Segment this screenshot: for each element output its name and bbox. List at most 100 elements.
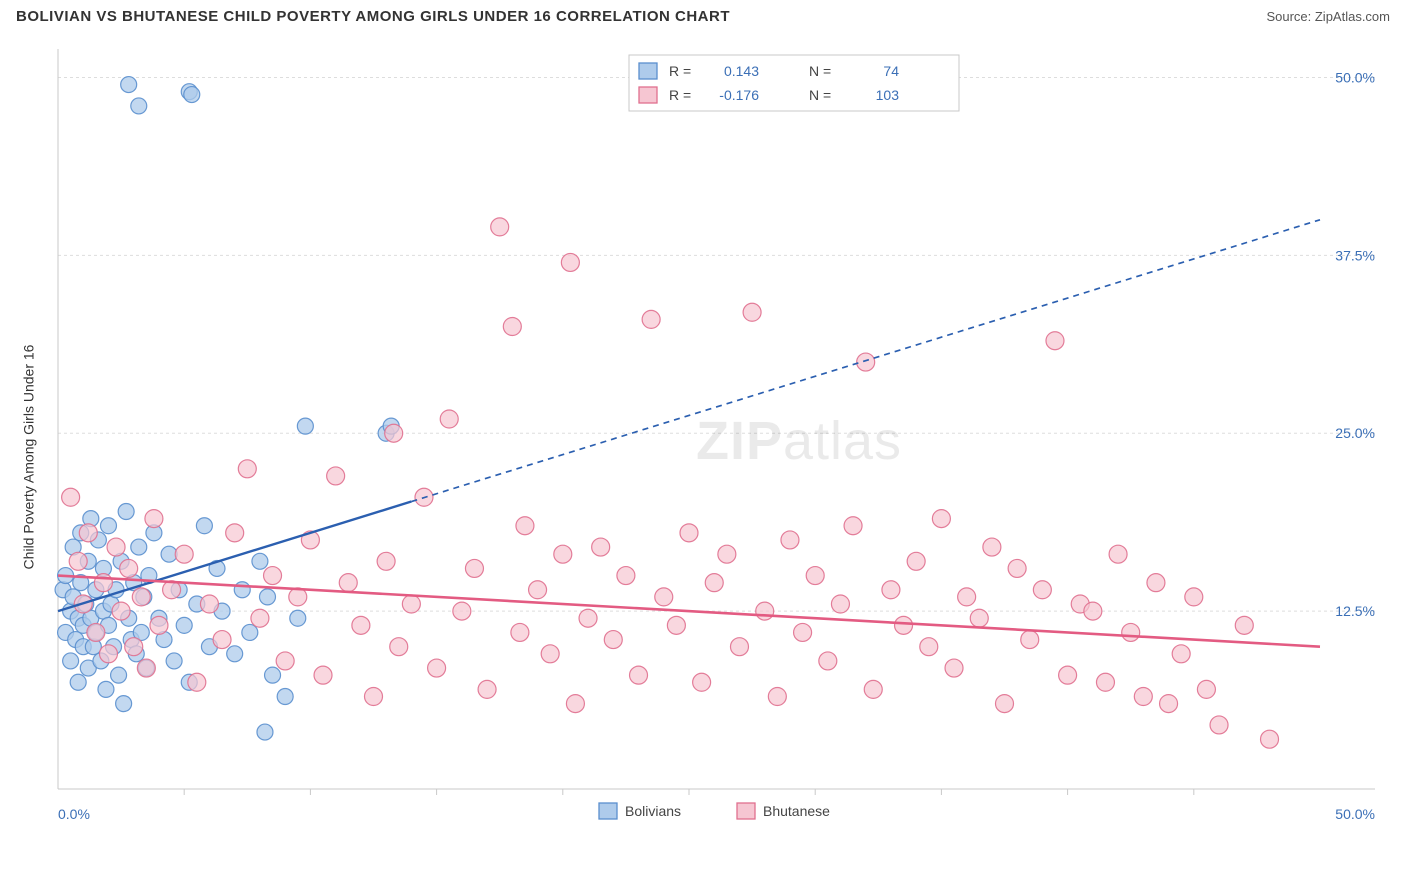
data-point bbox=[617, 567, 635, 585]
data-point bbox=[831, 595, 849, 613]
data-point bbox=[1261, 730, 1279, 748]
data-point bbox=[297, 418, 313, 434]
data-point bbox=[655, 588, 673, 606]
data-point bbox=[730, 638, 748, 656]
data-point bbox=[579, 609, 597, 627]
data-point bbox=[213, 631, 231, 649]
data-point bbox=[257, 724, 273, 740]
source-prefix: Source: bbox=[1266, 9, 1314, 24]
data-point bbox=[234, 582, 250, 598]
data-point bbox=[1033, 581, 1051, 599]
chart-title: BOLIVIAN VS BHUTANESE CHILD POVERTY AMON… bbox=[16, 8, 730, 25]
legend-swatch bbox=[639, 87, 657, 103]
data-point bbox=[604, 631, 622, 649]
data-point bbox=[781, 531, 799, 549]
data-point bbox=[132, 588, 150, 606]
data-point bbox=[1134, 688, 1152, 706]
data-point bbox=[377, 552, 395, 570]
data-point bbox=[844, 517, 862, 535]
data-point bbox=[251, 609, 269, 627]
legend-label: Bolivians bbox=[625, 803, 681, 819]
data-point bbox=[79, 524, 97, 542]
data-point bbox=[592, 538, 610, 556]
data-point bbox=[465, 559, 483, 577]
data-point bbox=[277, 689, 293, 705]
chart-header: BOLIVIAN VS BHUTANESE CHILD POVERTY AMON… bbox=[0, 0, 1406, 29]
data-point bbox=[63, 653, 79, 669]
data-point bbox=[428, 659, 446, 677]
data-point bbox=[756, 602, 774, 620]
legend-swatch bbox=[599, 803, 617, 819]
data-point bbox=[895, 616, 913, 634]
data-point bbox=[529, 581, 547, 599]
data-point bbox=[503, 318, 521, 336]
data-point bbox=[69, 552, 87, 570]
y-tick-label: 37.5% bbox=[1335, 247, 1375, 263]
data-point bbox=[265, 667, 281, 683]
data-point bbox=[996, 695, 1014, 713]
data-point bbox=[200, 595, 218, 613]
data-point bbox=[932, 510, 950, 528]
y-tick-label: 25.0% bbox=[1335, 425, 1375, 441]
data-point bbox=[276, 652, 294, 670]
data-point bbox=[945, 659, 963, 677]
data-point bbox=[188, 673, 206, 691]
source-attribution: Source: ZipAtlas.com bbox=[1266, 9, 1390, 24]
data-point bbox=[566, 695, 584, 713]
data-point bbox=[630, 666, 648, 684]
x-origin-label: 0.0% bbox=[58, 806, 90, 822]
data-point bbox=[857, 353, 875, 371]
legend-label: Bhutanese bbox=[763, 803, 830, 819]
data-point bbox=[94, 574, 112, 592]
data-point bbox=[196, 518, 212, 534]
data-point bbox=[680, 524, 698, 542]
data-point bbox=[440, 410, 458, 428]
data-point bbox=[667, 616, 685, 634]
data-point bbox=[907, 552, 925, 570]
data-point bbox=[958, 588, 976, 606]
legend-n-value: 74 bbox=[883, 63, 899, 79]
x-max-label: 50.0% bbox=[1335, 806, 1375, 822]
data-point bbox=[1197, 680, 1215, 698]
data-point bbox=[70, 674, 86, 690]
watermark: ZIPatlas bbox=[696, 411, 902, 471]
data-point bbox=[983, 538, 1001, 556]
data-point bbox=[768, 688, 786, 706]
data-point bbox=[693, 673, 711, 691]
data-point bbox=[99, 645, 117, 663]
data-point bbox=[390, 638, 408, 656]
data-point bbox=[1096, 673, 1114, 691]
legend-n-label: N = bbox=[809, 87, 831, 103]
legend-r-value: -0.176 bbox=[719, 87, 759, 103]
legend-r-label: R = bbox=[669, 87, 691, 103]
chart-container: Child Poverty Among Girls Under 16 12.5%… bbox=[0, 29, 1406, 885]
data-point bbox=[705, 574, 723, 592]
legend-swatch bbox=[639, 63, 657, 79]
data-point bbox=[402, 595, 420, 613]
data-point bbox=[252, 553, 268, 569]
data-point bbox=[806, 567, 824, 585]
data-point bbox=[1122, 623, 1140, 641]
data-point bbox=[920, 638, 938, 656]
data-point bbox=[131, 539, 147, 555]
data-point bbox=[118, 504, 134, 520]
data-point bbox=[561, 253, 579, 271]
series-bhutanese bbox=[62, 218, 1279, 748]
data-point bbox=[107, 538, 125, 556]
data-point bbox=[1084, 602, 1102, 620]
scatter-plot: 12.5% 25.0% 37.5% 50.0% 0.0% 50.0% ZIPatlas R =… bbox=[40, 29, 1390, 849]
data-point bbox=[259, 589, 275, 605]
data-point bbox=[145, 510, 163, 528]
y-tick-label: 50.0% bbox=[1335, 69, 1375, 85]
y-axis-label: Child Poverty Among Girls Under 16 bbox=[20, 345, 36, 570]
data-point bbox=[541, 645, 559, 663]
data-point bbox=[1185, 588, 1203, 606]
y-tick-label: 12.5% bbox=[1335, 603, 1375, 619]
data-point bbox=[242, 624, 258, 640]
data-point bbox=[478, 680, 496, 698]
data-point bbox=[125, 638, 143, 656]
data-point bbox=[365, 688, 383, 706]
data-point bbox=[1147, 574, 1165, 592]
source-link[interactable]: ZipAtlas.com bbox=[1315, 9, 1390, 24]
data-point bbox=[970, 609, 988, 627]
